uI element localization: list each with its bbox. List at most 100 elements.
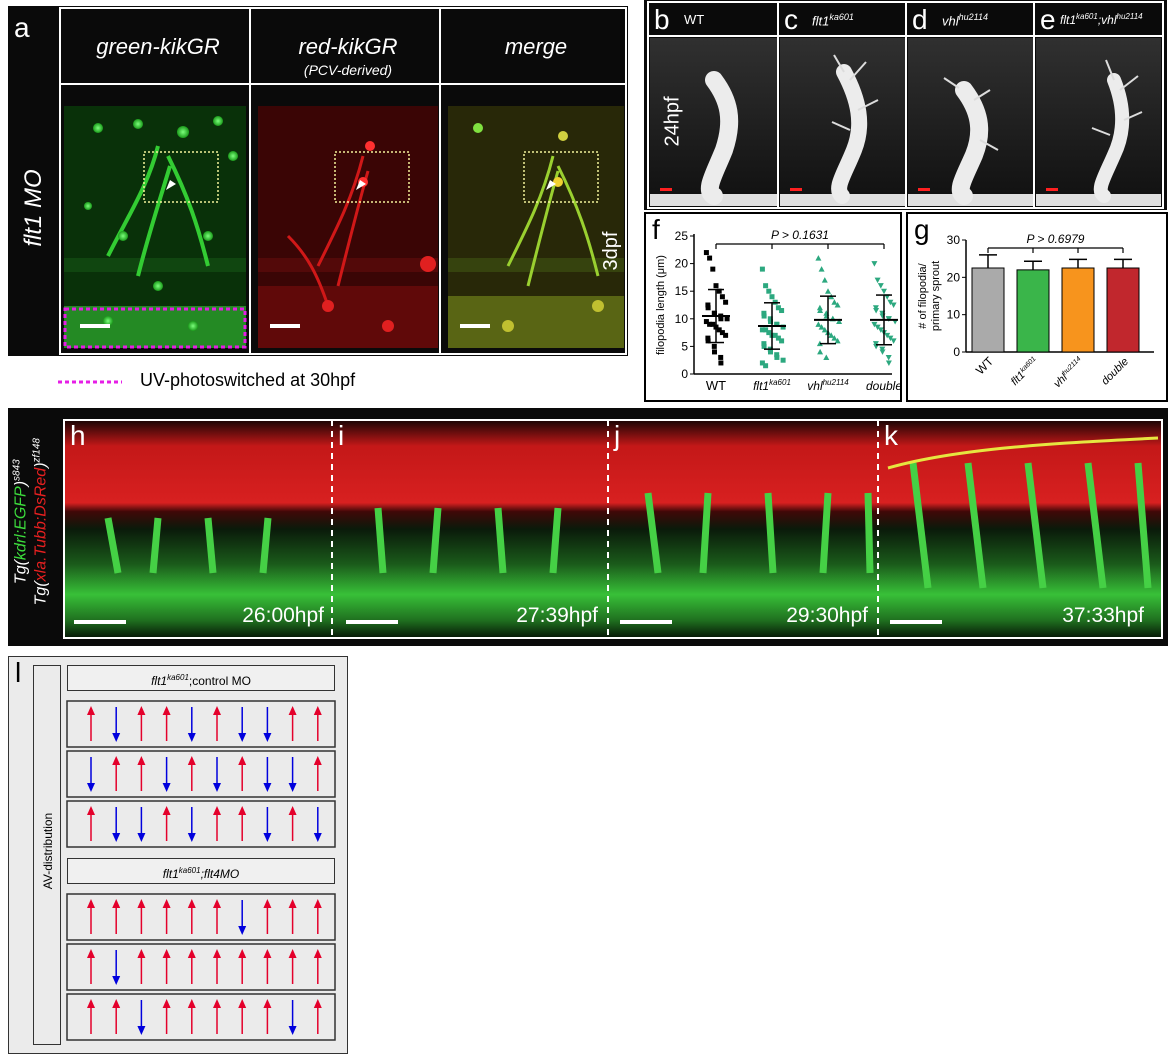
- data-point: [877, 283, 884, 289]
- panel-b-letter: b: [654, 4, 670, 35]
- arrowhead-up-icon: [288, 706, 297, 715]
- sprout-images: [647, 1, 1164, 209]
- data-point: [716, 327, 722, 333]
- uv-region-box: [63, 307, 247, 349]
- y-axis-label: filopodia length (μm): [655, 255, 667, 355]
- green-kikgr-image: [63, 106, 247, 349]
- group1-gene: flt1: [151, 674, 168, 688]
- arrowhead-down-icon: [112, 976, 121, 985]
- data-point: [821, 277, 828, 283]
- data-point: [818, 266, 825, 272]
- data-point: [768, 349, 773, 355]
- data-point: [872, 305, 879, 311]
- arrowhead-up-icon: [263, 949, 272, 958]
- arrowhead-up-icon: [238, 949, 247, 958]
- data-point: [766, 330, 772, 336]
- arrowhead-up-icon: [87, 999, 95, 1008]
- y-tick-label: 10: [947, 308, 961, 322]
- data-point: [703, 319, 709, 325]
- arrowhead-up-icon: [162, 706, 171, 715]
- dlav-vessel: [887, 436, 1159, 470]
- arrowhead-up-icon: [288, 806, 297, 815]
- arrowhead-up-icon: [87, 899, 95, 908]
- data-point: [836, 318, 843, 325]
- bar: [1061, 267, 1095, 353]
- panel-c-letter: c: [784, 4, 798, 35]
- x-tick-label: flt1ka601: [1009, 356, 1041, 388]
- panels-h-k: h i j k 26:00hpf 27:39hpf 29:30hpf 37:33…: [8, 408, 1168, 646]
- data-point: [884, 332, 891, 339]
- panel-d-allele: hu2114: [958, 12, 988, 22]
- arrowhead-up-icon: [137, 706, 146, 715]
- data-point: [831, 299, 838, 305]
- x-tick-label: double: [1099, 356, 1131, 388]
- p-value: P > 0.6979: [1027, 232, 1085, 246]
- panel-e-letter: e: [1040, 4, 1056, 35]
- group1-title: flt1ka601;control MO: [67, 665, 335, 691]
- data-point: [817, 307, 824, 314]
- panel-f: f 0 5 10 15 20 25 filopodia length (μm) WT flt1k…: [644, 212, 902, 402]
- arrowhead-up-icon: [213, 899, 221, 908]
- data-point: [705, 302, 711, 308]
- scale-bar: [346, 620, 398, 624]
- data-point: [713, 283, 719, 289]
- arrowhead-up-icon: [112, 999, 121, 1008]
- y-tick-label: 15: [675, 284, 689, 298]
- arrowhead-up-icon: [187, 949, 196, 958]
- panel-a-letter: a: [14, 12, 30, 43]
- arrowhead-up-icon: [238, 999, 247, 1008]
- panel-j-letter: j: [614, 420, 621, 451]
- panel-c-gene: flt1: [812, 13, 830, 29]
- y-tick-label: 30: [947, 233, 961, 247]
- data-point: [881, 288, 887, 295]
- arrowhead-up-icon: [263, 999, 272, 1008]
- panel-d-title: vhlhu2114: [942, 12, 988, 28]
- arrowhead-up-icon: [288, 949, 297, 958]
- time-k: 37:33hpf: [1062, 604, 1144, 627]
- data-point: [821, 326, 828, 333]
- panel-c-title: flt1ka601: [812, 12, 854, 28]
- arrowhead-up-icon: [238, 806, 247, 815]
- panel-l-letter: l: [15, 657, 22, 688]
- data-point: [879, 349, 886, 355]
- arrowhead-up-icon: [137, 949, 146, 958]
- x-tick-label: vhlhu2114: [807, 378, 849, 393]
- data-point: [873, 308, 880, 314]
- data-point: [761, 310, 767, 316]
- data-point: [823, 354, 830, 360]
- zoom-box: [143, 151, 219, 203]
- data-point: [707, 321, 713, 327]
- transgene-label-1: Tg(kdrl:EGFP)s843: [11, 417, 30, 627]
- arrowhead-up-icon: [213, 706, 221, 715]
- stage-label: 3dpf: [600, 231, 622, 271]
- data-point: [718, 360, 724, 366]
- side-label-box: AV-distribution: [33, 665, 61, 1045]
- x-tick-label: flt1ka601: [753, 378, 791, 393]
- data-point: [759, 327, 765, 333]
- scale-bar: [74, 620, 126, 624]
- scale-bar: [890, 620, 942, 624]
- arrowhead-up-icon: [213, 949, 221, 958]
- data-point: [834, 337, 841, 344]
- panel-k-letter: k: [884, 420, 898, 451]
- row-label: flt1 MO: [20, 169, 47, 247]
- arrowhead-down-icon: [263, 733, 272, 742]
- data-point: [705, 305, 711, 311]
- data-point: [710, 266, 716, 272]
- arrowhead-up-icon: [162, 999, 171, 1008]
- arrowhead-up-icon: [313, 706, 322, 715]
- arrowhead-up-icon: [162, 949, 171, 958]
- bar: [1016, 269, 1050, 353]
- col-red-subtitle: (PCV-derived): [303, 62, 393, 78]
- arrowhead-down-icon: [87, 783, 95, 792]
- data-point: [874, 324, 881, 331]
- arrowhead-up-icon: [313, 756, 322, 765]
- data-point: [887, 299, 894, 306]
- data-point: [779, 338, 785, 344]
- data-point: [767, 316, 773, 322]
- arrowhead-down-icon: [288, 783, 297, 792]
- time-j: 29:30hpf: [786, 604, 868, 627]
- data-point: [780, 324, 786, 330]
- arrowhead-icon: [356, 180, 366, 190]
- tg-prefix: Tg(: [32, 581, 50, 606]
